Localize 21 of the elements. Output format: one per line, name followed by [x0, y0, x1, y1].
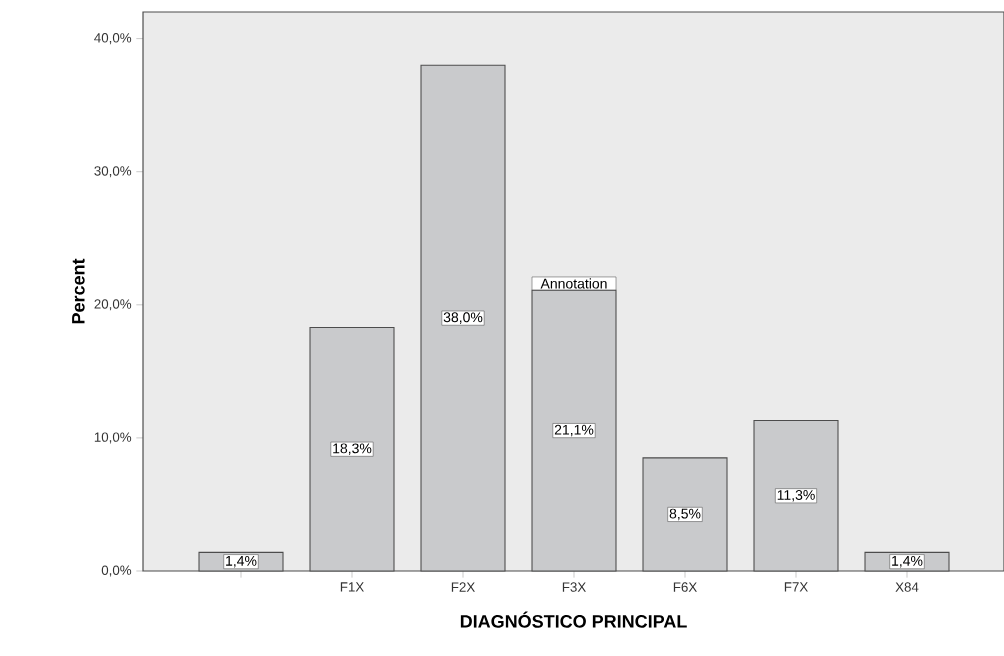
data-label: 8,5%: [669, 508, 701, 521]
y-tick-label: 10,0%: [94, 432, 132, 444]
y-axis-title: Percent: [72, 258, 85, 324]
data-label: 21,1%: [554, 424, 594, 437]
x-tick-label: F6X: [673, 582, 697, 592]
data-label: 38,0%: [443, 312, 483, 324]
y-tick-label: 20,0%: [94, 299, 132, 311]
x-tick-label: F2X: [451, 582, 475, 592]
y-tick-label: 0,0%: [101, 565, 132, 577]
x-axis-title: DIAGNÓSTICO PRINCIPAL: [460, 611, 687, 628]
y-tick-label: 40,0%: [94, 33, 132, 45]
x-tick-label: F7X: [784, 582, 808, 592]
x-tick-label: F1X: [340, 582, 364, 592]
x-tick-label: F3X: [562, 582, 586, 592]
annotation: Annotation: [540, 278, 607, 289]
data-label: 1,4%: [892, 555, 923, 568]
x-tick-label: X84: [895, 582, 919, 592]
y-tick-label: 30,0%: [94, 166, 132, 178]
data-label: 1,4%: [226, 555, 257, 568]
data-label: 18,3%: [333, 443, 372, 455]
data-label: 11,3%: [777, 490, 815, 502]
